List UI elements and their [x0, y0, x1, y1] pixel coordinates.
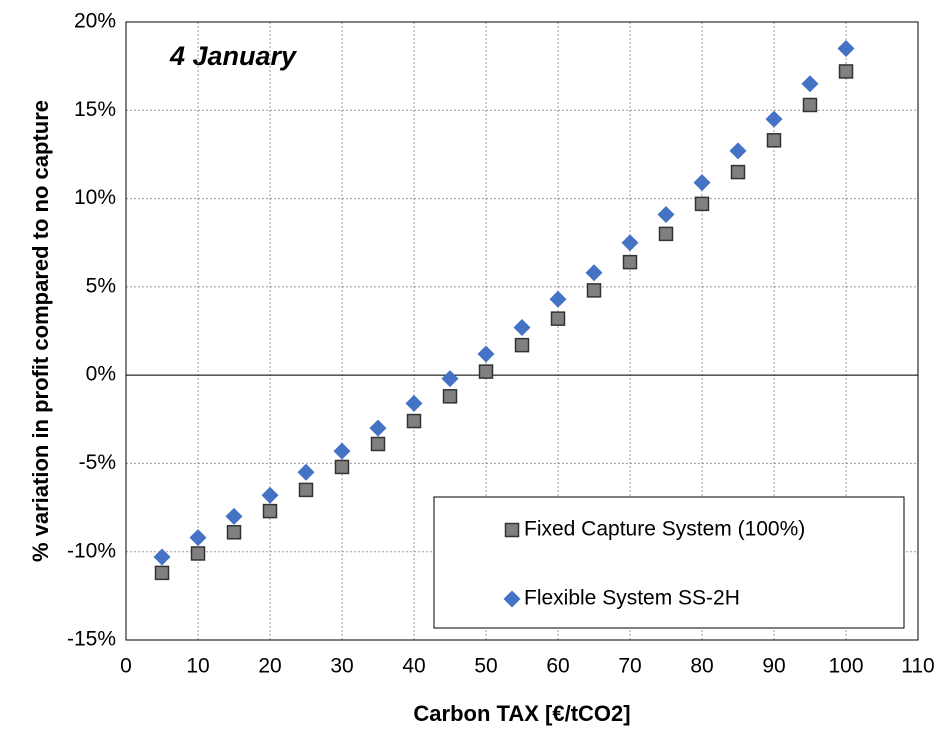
square-marker [442, 389, 458, 404]
x-tick-label: 60 [546, 655, 569, 678]
y-tick-label: -5% [79, 451, 116, 474]
x-tick-label: 30 [330, 655, 353, 678]
legend-label: Flexible System SS-2H [524, 587, 740, 610]
square-marker [838, 64, 854, 79]
diamond-marker [513, 318, 531, 336]
square-marker [504, 522, 520, 538]
square-marker [334, 459, 350, 475]
x-tick-label: 10 [186, 655, 209, 678]
square-marker [478, 364, 494, 379]
square-marker [190, 546, 206, 561]
square-marker [586, 283, 602, 298]
square-marker [730, 164, 746, 180]
square-marker [766, 133, 782, 148]
diamond-marker [477, 345, 495, 363]
plot-border [125, 21, 919, 641]
x-tick-label: 80 [690, 655, 713, 678]
y-tick-label: 15% [74, 98, 116, 121]
diamond-marker [621, 234, 639, 252]
annotation: 4 January [169, 41, 298, 71]
square-marker [658, 226, 674, 242]
square-marker [802, 97, 818, 113]
x-tick-label: 110 [901, 655, 934, 678]
square-marker [370, 436, 386, 452]
diamond-marker [503, 590, 521, 608]
diamond-marker [441, 370, 459, 388]
x-tick-label: 20 [258, 655, 281, 678]
square-marker [622, 254, 638, 270]
y-tick-label: -10% [67, 539, 116, 562]
diamond-marker [837, 39, 855, 57]
diamond-marker [369, 419, 387, 437]
x-tick-label: 70 [618, 655, 641, 678]
square-marker [514, 337, 530, 353]
diamond-marker [657, 205, 675, 223]
diamond-marker [765, 110, 783, 128]
diamond-marker [225, 507, 243, 525]
diamond-marker [189, 529, 207, 547]
x-tick-label: 50 [474, 655, 497, 678]
y-tick-label: -15% [67, 628, 116, 651]
square-marker [406, 413, 422, 429]
diamond-marker [405, 394, 423, 412]
square-marker [262, 503, 278, 519]
x-tick-label: 0 [120, 655, 132, 678]
diamond-marker [693, 174, 711, 192]
y-axis-label: % variation in profit compared to no cap… [28, 100, 53, 562]
diamond-marker [333, 442, 351, 460]
square-marker [226, 525, 242, 540]
diamond-marker [549, 290, 567, 308]
diamond-marker [801, 75, 819, 93]
diamond-marker [297, 463, 315, 481]
y-tick-label: 0% [86, 363, 116, 386]
square-marker [154, 565, 170, 581]
y-tick-label: 5% [86, 274, 116, 297]
square-marker [550, 311, 566, 326]
square-marker [694, 196, 710, 212]
x-tick-label: 100 [828, 655, 863, 678]
diamond-marker [729, 142, 747, 160]
square-marker [298, 482, 314, 498]
x-tick-label: 40 [402, 655, 425, 678]
diamond-marker [153, 548, 171, 566]
x-tick-label: 90 [762, 655, 785, 678]
y-tick-label: 20% [74, 10, 116, 33]
x-axis-label: Carbon TAX [€/tCO2] [413, 701, 630, 726]
diamond-marker [585, 264, 603, 282]
diamond-marker [261, 486, 279, 504]
legend-label: Fixed Capture System (100%) [524, 518, 805, 541]
y-tick-label: 10% [74, 186, 116, 209]
